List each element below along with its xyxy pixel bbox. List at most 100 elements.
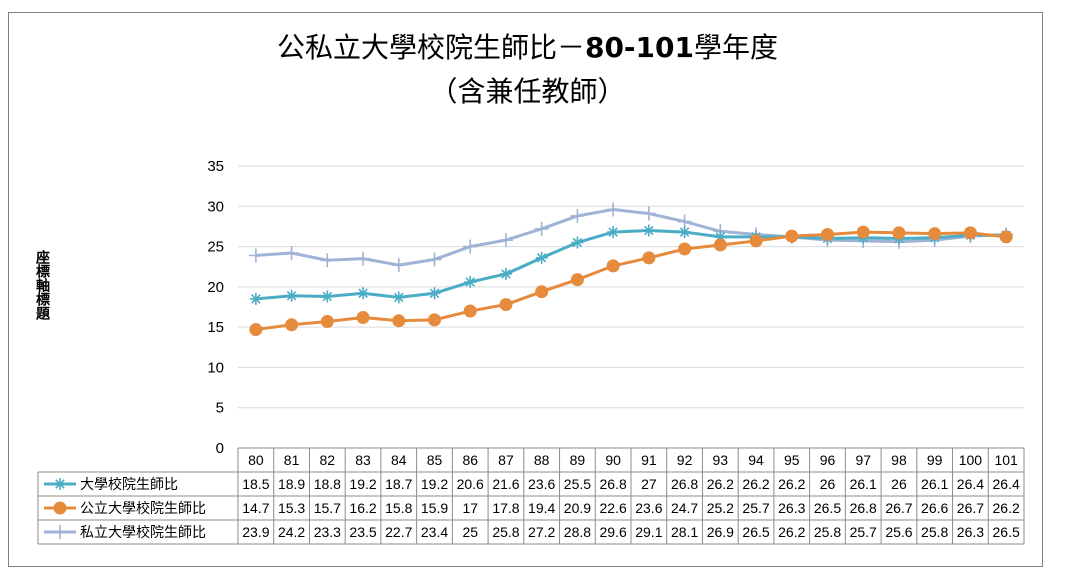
data-table-value: 15.7	[314, 500, 341, 516]
data-table-value: 26.3	[778, 500, 805, 516]
y-tick-label: 0	[216, 440, 224, 457]
x-category-label: 101	[994, 452, 1018, 468]
data-point	[570, 208, 585, 223]
series-line-0	[255, 228, 1007, 301]
series-line-1	[255, 230, 1007, 332]
x-category-label: 99	[927, 452, 943, 468]
data-table-value: 25	[462, 524, 478, 540]
data-table-value: 20.6	[457, 476, 484, 492]
data-point	[249, 323, 263, 337]
data-point	[498, 233, 513, 248]
data-point	[928, 227, 942, 241]
data-table-value: 25.7	[742, 500, 769, 516]
data-table-value: 26.9	[707, 524, 734, 540]
data-table-value: 24.7	[671, 500, 698, 516]
x-category-label: 83	[355, 452, 371, 468]
data-table-value: 18.8	[314, 476, 341, 492]
data-table-value: 26.2	[993, 500, 1020, 516]
data-point	[463, 239, 478, 254]
data-table-value: 15.9	[421, 500, 448, 516]
x-category-label: 97	[855, 452, 871, 468]
data-table-value: 29.1	[635, 524, 662, 540]
data-point	[249, 292, 262, 305]
data-point	[535, 285, 549, 299]
data-point	[499, 267, 512, 280]
legend-key-marker	[53, 501, 67, 515]
legend-key-marker	[54, 478, 66, 490]
data-table-value: 26.4	[957, 476, 984, 492]
data-table-value: 25.7	[850, 524, 877, 540]
data-point	[607, 226, 620, 239]
data-table-value: 19.2	[421, 476, 448, 492]
data-point	[428, 313, 441, 327]
data-table-value: 19.4	[528, 500, 555, 516]
x-category-label: 94	[748, 452, 764, 468]
data-table-value: 17.8	[492, 500, 519, 516]
legend-label: 私立大學校院生師比	[80, 524, 206, 541]
y-tick-label: 35	[207, 158, 224, 175]
data-point	[499, 298, 513, 312]
data-point	[463, 304, 477, 318]
data-table-value: 26.6	[921, 500, 948, 516]
x-category-label: 89	[570, 452, 586, 468]
legend-label: 公立大學校院生師比	[80, 500, 206, 517]
data-table-value: 26.5	[814, 500, 841, 516]
data-table-value: 25.8	[492, 524, 519, 540]
data-point	[285, 318, 299, 332]
data-table-value: 26.2	[778, 524, 805, 540]
data-point	[821, 227, 834, 241]
data-table-value: 28.8	[564, 524, 591, 540]
data-point	[356, 310, 370, 324]
data-table-value: 25.8	[814, 524, 841, 540]
x-category-label: 98	[891, 452, 907, 468]
legend-label: 大學校院生師比	[80, 476, 178, 493]
data-table-value: 26.1	[921, 476, 948, 492]
data-point	[713, 238, 727, 252]
data-table-value: 23.4	[421, 524, 448, 540]
data-table-value: 27.2	[528, 524, 555, 540]
data-table-value: 15.8	[385, 500, 412, 516]
data-point	[571, 236, 584, 249]
data-table-value: 22.6	[600, 500, 627, 516]
data-table-value: 18.5	[242, 476, 269, 492]
data-table-value: 14.7	[242, 500, 269, 516]
y-axis-label: 座標軸標題	[34, 250, 50, 320]
data-point	[642, 251, 656, 265]
data-table-value: 29.6	[600, 524, 627, 540]
data-table-value: 23.6	[528, 476, 555, 492]
data-point	[892, 226, 906, 240]
x-category-label: 87	[498, 452, 514, 468]
data-point	[606, 259, 620, 273]
x-category-label: 80	[248, 452, 264, 468]
y-tick-label: 20	[207, 279, 224, 296]
data-table-value: 22.7	[385, 524, 412, 540]
data-point	[641, 206, 656, 221]
data-table-value: 19.2	[349, 476, 376, 492]
chart-title: 公私立大學校院生師比－80-101學年度	[0, 26, 1055, 66]
x-category-label: 95	[784, 452, 800, 468]
data-point	[678, 242, 692, 256]
x-category-label: 90	[605, 452, 621, 468]
title-main-text: 公私立大學校院生師比－	[276, 31, 585, 64]
data-table-value: 18.7	[385, 476, 412, 492]
data-table-value: 23.6	[635, 500, 662, 516]
data-point	[642, 224, 655, 237]
y-tick-label: 25	[207, 239, 224, 256]
data-table-value: 25.5	[564, 476, 591, 492]
data-table-value: 26.8	[671, 476, 698, 492]
data-point	[428, 287, 441, 300]
data-table-value: 26.2	[742, 476, 769, 492]
data-point	[392, 314, 406, 328]
x-category-label: 84	[391, 452, 407, 468]
title-suffix-text: 學年度	[694, 31, 779, 64]
data-point	[856, 225, 870, 239]
data-table-value: 26.4	[993, 476, 1020, 492]
data-point	[357, 287, 370, 300]
data-table-value: 18.9	[278, 476, 305, 492]
data-point	[248, 248, 263, 263]
data-point	[320, 315, 334, 329]
data-table-value: 21.6	[492, 476, 519, 492]
data-point	[963, 226, 977, 240]
chart-frame	[8, 12, 1043, 567]
x-category-label: 85	[427, 452, 443, 468]
